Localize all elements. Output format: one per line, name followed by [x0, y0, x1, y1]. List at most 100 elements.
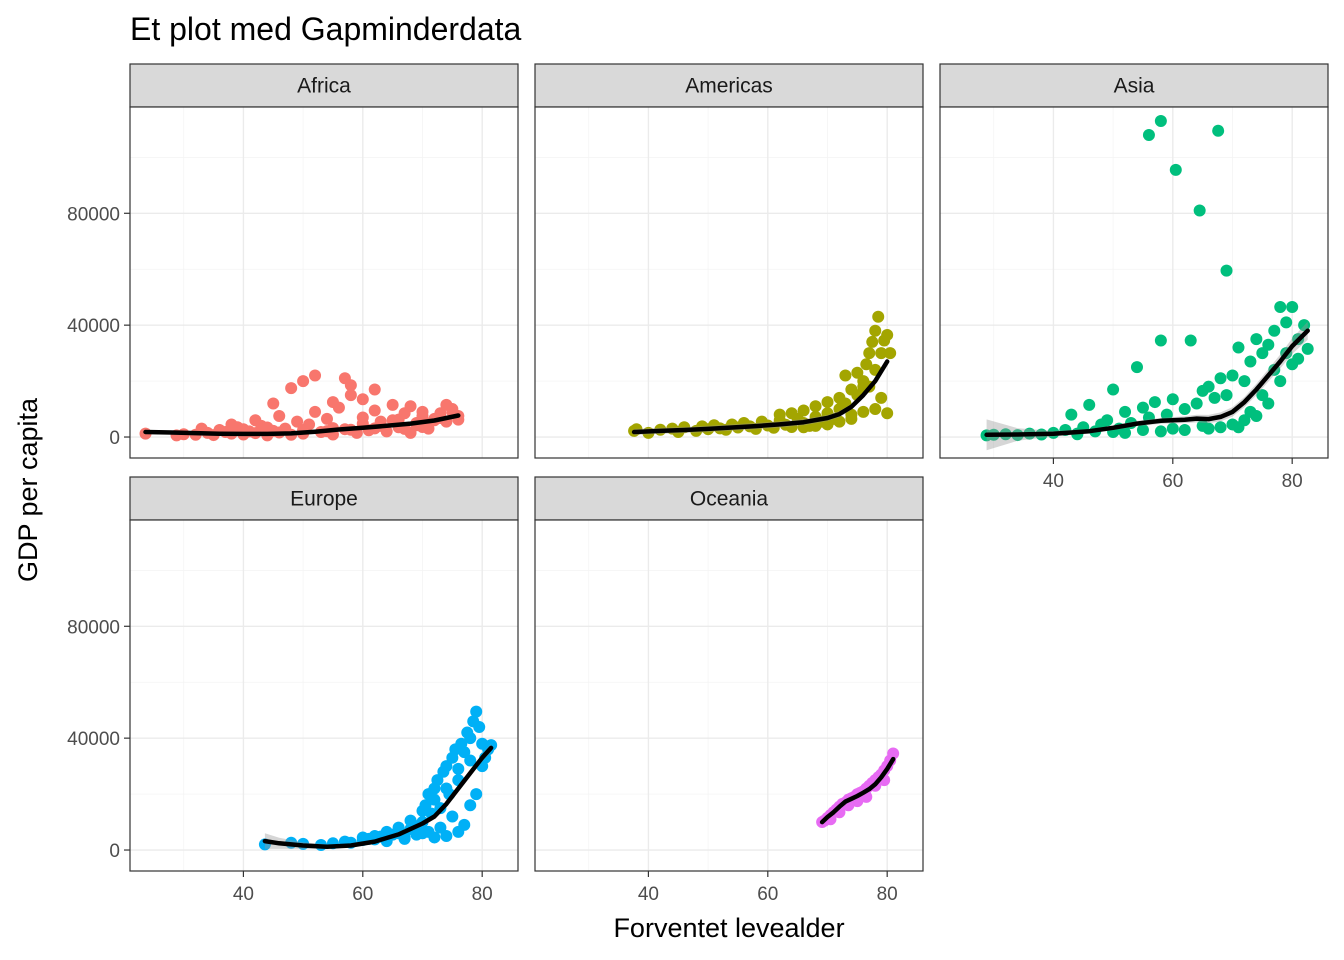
- data-point: [1232, 421, 1245, 434]
- data-point: [881, 407, 894, 420]
- data-point: [1136, 424, 1149, 437]
- data-point: [452, 825, 465, 838]
- data-point: [809, 400, 822, 413]
- data-point: [473, 720, 486, 733]
- data-point: [845, 412, 858, 425]
- data-point: [1286, 300, 1299, 313]
- y-tick-label: 0: [109, 841, 120, 862]
- data-point: [458, 746, 471, 759]
- data-point: [1274, 375, 1287, 388]
- data-point: [851, 366, 864, 379]
- data-point: [869, 324, 882, 337]
- y-axis-title: GDP per capita: [13, 397, 43, 582]
- data-point: [1226, 369, 1239, 382]
- y-tick-label: 80000: [67, 204, 120, 225]
- data-point: [1119, 426, 1132, 439]
- data-point: [416, 405, 429, 418]
- data-point: [428, 793, 441, 806]
- x-tick-label: 80: [877, 884, 898, 905]
- panel-asia: Asia 40 60 80: [939, 63, 1329, 492]
- data-point: [1220, 389, 1233, 402]
- panel-africa: Africa 0 40000 80000: [67, 63, 519, 459]
- data-point: [833, 415, 846, 428]
- data-point: [1214, 372, 1227, 385]
- data-point: [1301, 342, 1314, 355]
- smooth-line: [819, 756, 896, 825]
- confidence-ribbon: [986, 321, 1308, 451]
- data-point: [1101, 414, 1114, 427]
- data-point: [1154, 425, 1167, 438]
- data-point: [356, 831, 369, 844]
- data-point: [821, 418, 834, 431]
- data-point: [1154, 334, 1167, 347]
- data-point: [431, 774, 444, 787]
- data-point: [416, 804, 429, 817]
- data-point: [1202, 380, 1215, 393]
- x-tick-label: 60: [1162, 471, 1183, 492]
- data-point: [368, 404, 381, 417]
- panel-border: [129, 106, 519, 459]
- data-point: [344, 379, 357, 392]
- strip-label-americas: Americas: [685, 75, 773, 98]
- data-point: [1169, 163, 1182, 176]
- panel-border: [534, 106, 924, 459]
- data-point: [1298, 319, 1311, 332]
- data-point: [1136, 401, 1149, 414]
- panel-border: [129, 519, 519, 872]
- panel-background-africa: [130, 107, 518, 458]
- data-point: [356, 393, 369, 406]
- x-tick-label: 60: [757, 884, 778, 905]
- data-point: [785, 407, 798, 420]
- data-point: [1160, 408, 1173, 421]
- data-point: [773, 408, 786, 421]
- panel-americas: Americas: [534, 63, 924, 459]
- data-point: [1190, 397, 1203, 410]
- panel-oceania: Oceania 40 60 80: [534, 476, 924, 905]
- data-point: [1166, 393, 1179, 406]
- data-point: [869, 403, 882, 416]
- plot-area-asia: [980, 114, 1314, 451]
- data-point: [267, 397, 280, 410]
- data-point: [464, 754, 477, 767]
- smooth-line: [631, 359, 890, 435]
- panel-europe: Europe 0 40000 80000 40 60 80: [67, 476, 519, 905]
- data-point: [1083, 398, 1096, 411]
- smooth-line: [143, 413, 461, 437]
- strip-asia: [939, 63, 1329, 108]
- data-point: [875, 391, 888, 404]
- smooth-line: [262, 745, 494, 849]
- panel-background-americas: [535, 107, 923, 458]
- data-point: [452, 762, 465, 775]
- data-point: [1208, 391, 1221, 404]
- strip-label-africa: Africa: [297, 75, 351, 98]
- data-point: [404, 400, 417, 413]
- x-tick-label: 40: [1043, 471, 1064, 492]
- data-point: [225, 418, 238, 431]
- data-point: [326, 396, 339, 409]
- data-point: [261, 421, 274, 434]
- data-point: [470, 705, 483, 718]
- data-point: [464, 732, 477, 745]
- data-point: [884, 347, 897, 360]
- data-point: [386, 398, 399, 411]
- data-point: [1154, 114, 1167, 127]
- data-point: [1232, 341, 1245, 354]
- data-point: [291, 415, 304, 428]
- x-tick-label: 60: [352, 884, 373, 905]
- data-point: [1244, 405, 1257, 418]
- x-tick-label: 80: [1282, 471, 1303, 492]
- strip-label-oceania: Oceania: [690, 488, 769, 511]
- data-point: [1238, 375, 1251, 388]
- data-point: [881, 328, 894, 341]
- data-point: [380, 425, 393, 438]
- data-point: [428, 831, 441, 844]
- panel-background-oceania: [535, 520, 923, 871]
- data-point: [1244, 355, 1257, 368]
- data-point: [860, 358, 873, 371]
- data-point: [1262, 397, 1275, 410]
- data-point: [285, 382, 298, 395]
- data-point: [309, 405, 322, 418]
- data-point: [1166, 422, 1179, 435]
